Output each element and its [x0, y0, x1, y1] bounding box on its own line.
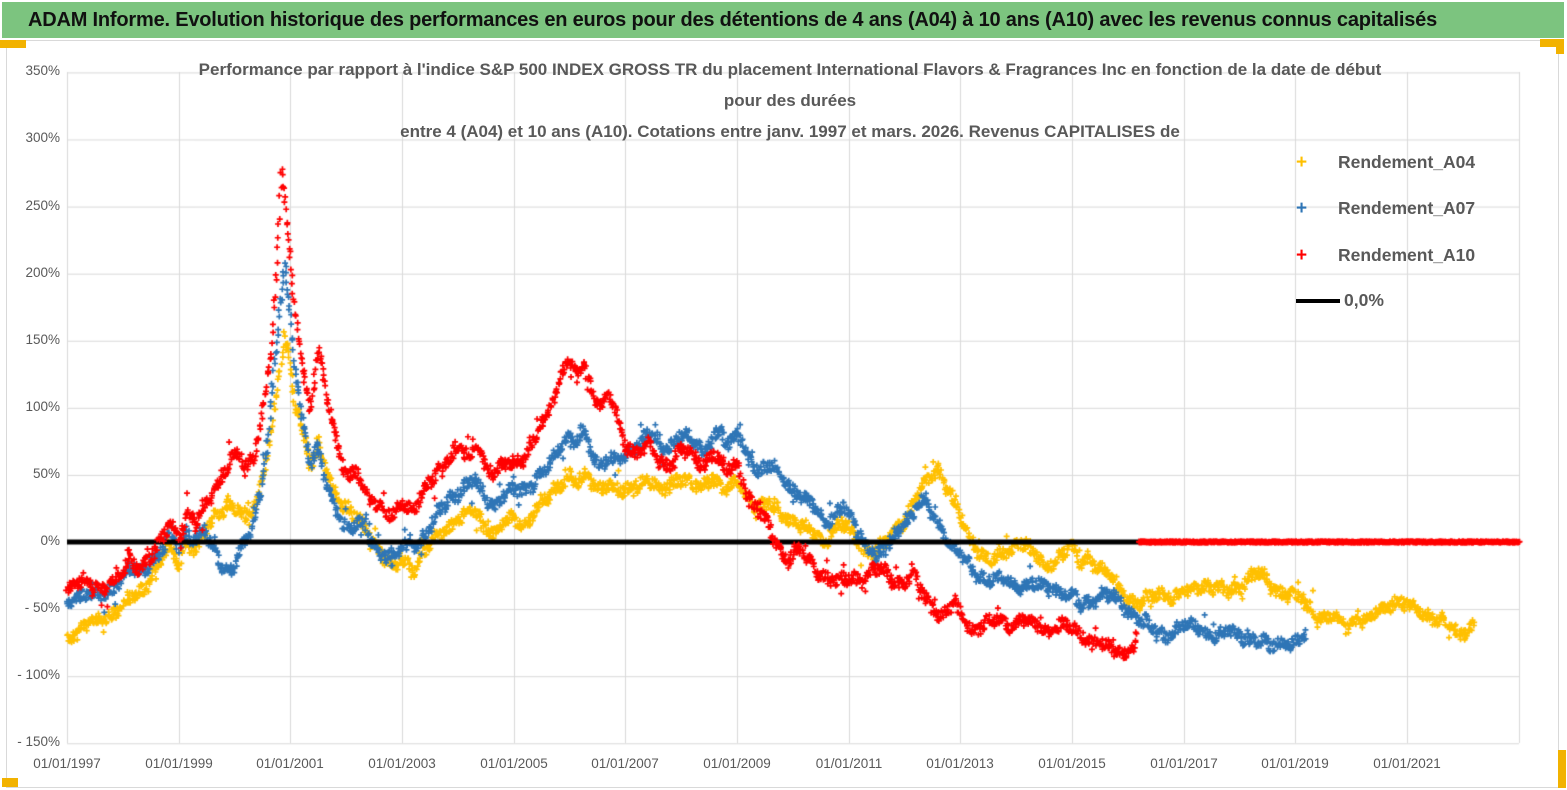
y-tick-200: 200% — [25, 265, 60, 280]
x-tick-2001: 01/01/2001 — [256, 756, 324, 771]
y-tick-0: 0% — [40, 533, 60, 548]
legend-item-zero-line: 0,0% — [1296, 290, 1384, 311]
black-line-swatch — [1296, 298, 1340, 303]
legend-label: Rendement_A04 — [1338, 152, 1476, 172]
plus-marker-icon: + — [1296, 151, 1308, 173]
legend-label: Rendement_A10 — [1338, 245, 1476, 265]
legend-label: Rendement_A07 — [1338, 198, 1476, 218]
header-banner: ADAM Informe. Evolution historique des p… — [2, 2, 1564, 38]
x-tick-1999: 01/01/1999 — [145, 756, 213, 771]
legend-label: 0,0% — [1344, 290, 1384, 310]
x-tick-2015: 01/01/2015 — [1038, 756, 1106, 771]
x-tick-2011: 01/01/2011 — [815, 756, 883, 771]
y-tick-100: 100% — [25, 399, 60, 414]
y-tick-50: 50% — [32, 466, 60, 481]
yellow-corner-mark-bottom-right — [1558, 750, 1566, 788]
page-title: ADAM Informe. Evolution historique des p… — [28, 8, 1437, 31]
chart-title-line-2: pour des durées — [723, 91, 857, 110]
yellow-corner-mark-top-left — [0, 40, 26, 48]
x-tick-2019: 01/01/2019 — [1261, 756, 1329, 771]
x-tick-2017: 01/01/2017 — [1150, 756, 1218, 771]
y-tick-350: 350% — [25, 63, 60, 78]
y-tick-m100: - 100% — [17, 667, 60, 682]
x-tick-1997: 01/01/1997 — [33, 756, 101, 771]
plus-marker-icon: + — [1296, 197, 1308, 219]
x-tick-2003: 01/01/2003 — [368, 756, 436, 771]
x-tick-2005: 01/01/2005 — [480, 756, 548, 771]
yellow-corner-mark-top-right — [1540, 39, 1564, 47]
legend-item-rendement-a04: + Rendement_A04 — [1296, 152, 1475, 173]
legend-item-rendement-a10: + Rendement_A10 — [1296, 245, 1475, 266]
plus-marker-icon: + — [1296, 244, 1308, 266]
x-tick-2013: 01/01/2013 — [926, 756, 994, 771]
chart-title-line-3: entre 4 (A04) et 10 ans (A10). Cotations… — [400, 122, 1180, 141]
x-tick-2009: 01/01/2009 — [703, 756, 771, 771]
chart-title-line-1: Performance par rapport à l'indice S&P 5… — [198, 60, 1382, 79]
x-tick-2021: 01/01/2021 — [1373, 756, 1441, 771]
y-tick-250: 250% — [25, 198, 60, 213]
y-tick-300: 300% — [25, 130, 60, 145]
y-tick-150: 150% — [25, 332, 60, 347]
y-tick-m50: - 50% — [24, 600, 60, 615]
y-tick-m150: - 150% — [17, 734, 60, 749]
yellow-corner-mark-bottom-left — [2, 778, 18, 787]
yellow-corner-mark-top-right-v — [1556, 39, 1564, 54]
legend-item-rendement-a07: + Rendement_A07 — [1296, 198, 1475, 219]
x-tick-2007: 01/01/2007 — [591, 756, 659, 771]
